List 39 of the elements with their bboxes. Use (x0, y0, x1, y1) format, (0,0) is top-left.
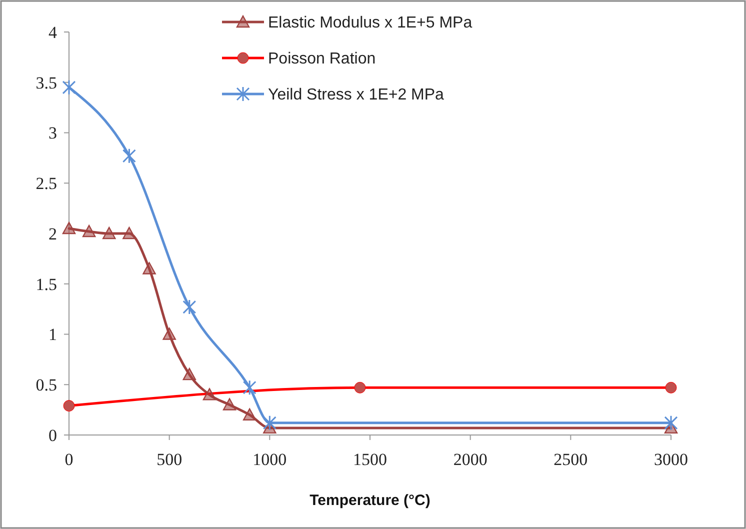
point (122, 226, 136, 240)
x-tick-label: 2500 (554, 450, 588, 469)
x-tick-label: 1000 (252, 450, 287, 469)
x-tick-label: 2000 (453, 450, 488, 469)
point (162, 328, 176, 340)
y-tick-label: 0.5 (36, 376, 57, 395)
point (62, 80, 76, 96)
point (102, 226, 116, 240)
x-tick-label: 3000 (654, 450, 688, 469)
point (202, 388, 216, 400)
y-tick-label: 3.5 (36, 73, 57, 92)
legend-label: Yeild Stress x 1E+2 MPa (268, 86, 444, 104)
point (182, 299, 196, 315)
point (142, 262, 156, 274)
point (262, 415, 276, 431)
point (182, 368, 196, 380)
point (63, 400, 75, 412)
y-tick-label: 1 (48, 325, 57, 344)
y-tick-label: 0 (48, 426, 57, 445)
point (242, 380, 256, 396)
point (354, 382, 366, 394)
y-tick-label: 3 (48, 124, 57, 143)
legend-label: Elastic Modulus x 1E+5 MPa (268, 14, 472, 32)
x-axis-title: Temperature (°C) (310, 492, 430, 509)
y-tick-label: 2 (48, 224, 57, 244)
point (122, 148, 136, 164)
point (82, 224, 96, 238)
legend-label: Poisson Ration (268, 50, 376, 68)
point (665, 382, 677, 394)
point (664, 415, 678, 431)
point (222, 398, 236, 410)
y-tick-label: 4 (48, 22, 58, 42)
x-tick-label: 1500 (353, 450, 387, 469)
y-tick-label: 2.5 (36, 174, 57, 194)
y-tick-label: 1.5 (36, 274, 57, 294)
x-tick-label: 0 (64, 450, 74, 469)
point (62, 222, 76, 234)
point (243, 408, 256, 420)
x-tick-label: 500 (156, 450, 182, 469)
